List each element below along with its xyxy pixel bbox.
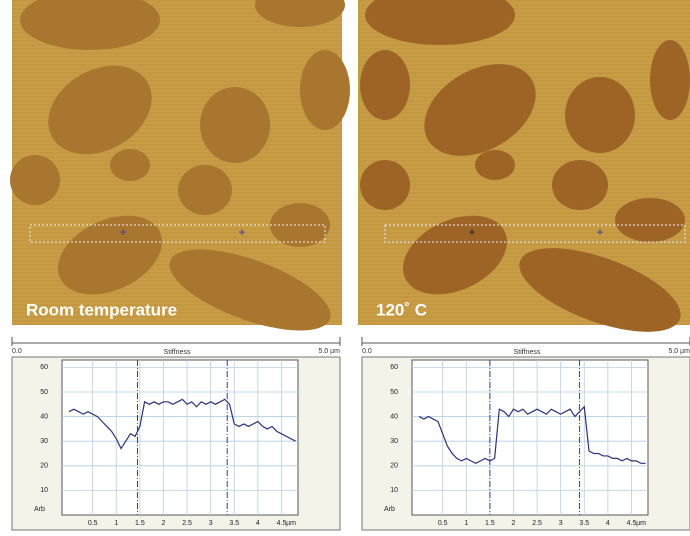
plot-area [62, 360, 298, 515]
y-tick-label: 50 [390, 389, 398, 396]
x-tick-label: 2 [162, 520, 166, 527]
x-tick-label: 3 [559, 520, 563, 527]
y-tick-label: 40 [40, 413, 48, 420]
x-tick-label: 4.5 [277, 520, 287, 527]
afm-image-right: + + [358, 0, 690, 349]
x-tick-label: 0.5 [88, 520, 98, 527]
x-tick-label: 3.5 [579, 520, 589, 527]
y-tick-label: 30 [40, 438, 48, 445]
x-tick-label: 1.5 [485, 520, 495, 527]
figure: + + + + Room temperature 0.0 5.0 µm Stiffne… [0, 0, 690, 531]
x-tick-label: 3.5 [229, 520, 239, 527]
plot-area [412, 360, 648, 515]
y-tick-label: 60 [40, 364, 48, 371]
x-tick-label: 4.5 [627, 520, 637, 527]
x-tick-label: 2.5 [182, 520, 192, 527]
scale-start: 0.0 [12, 348, 22, 355]
x-tick-label: 2 [512, 520, 516, 527]
y-tick-label: 60 [390, 364, 398, 371]
x-tick-label: 2.5 [532, 520, 542, 527]
scale-end: 5.0 µm [668, 348, 690, 355]
x-tick-label: 1 [464, 520, 468, 527]
y-tick-label: 20 [390, 463, 398, 470]
scale-start: 0.0 [362, 348, 372, 355]
x-tick-label: 4 [256, 520, 260, 527]
x-tick-label: 1.5 [135, 520, 145, 527]
y-axis-label: Arb [34, 506, 45, 513]
chart-title: Stiffness [164, 349, 191, 356]
svg-text:+: + [119, 225, 126, 239]
chart-title: Stiffness [514, 349, 541, 356]
svg-text:+: + [596, 225, 603, 239]
y-tick-label: 10 [40, 487, 48, 494]
svg-text:+: + [238, 225, 245, 239]
y-tick-label: 50 [40, 389, 48, 396]
image-caption: 120˚ C [376, 300, 427, 319]
x-tick-label: 4 [606, 520, 610, 527]
svg-text:+: + [468, 225, 475, 239]
x-tick-label: 3 [209, 520, 213, 527]
afm-image-left: + + [10, 0, 350, 347]
x-tick-label: 0.5 [438, 520, 448, 527]
y-axis-label: Arb [384, 506, 395, 513]
y-tick-label: 30 [390, 438, 398, 445]
y-tick-label: 10 [390, 487, 398, 494]
y-tick-label: 20 [40, 463, 48, 470]
x-axis-unit: µm [286, 520, 296, 527]
x-tick-label: 1 [114, 520, 118, 527]
image-caption: Room temperature [26, 300, 177, 319]
y-tick-label: 40 [390, 413, 398, 420]
scale-end: 5.0 µm [318, 348, 340, 355]
x-axis-unit: µm [636, 520, 646, 527]
